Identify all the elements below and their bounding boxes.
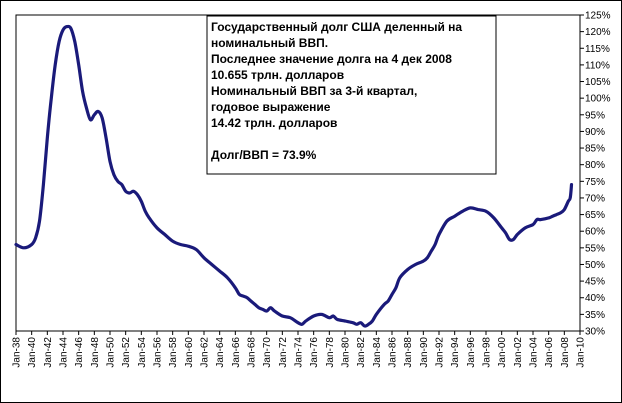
x-tick-label: Jan-40 <box>27 337 38 368</box>
x-tick-label: Jan-56 <box>153 337 164 368</box>
y-tick-label: 55% <box>585 243 605 254</box>
y-tick-label: 100% <box>585 94 611 105</box>
x-tick-label: Jan-74 <box>294 337 305 368</box>
x-tick-label: Jan-04 <box>529 337 540 368</box>
x-tick-label: Jan-84 <box>372 337 383 368</box>
y-tick-label: 120% <box>585 27 611 38</box>
y-tick-label: 95% <box>585 110 605 121</box>
annotation-line: годовое выражение <box>211 100 331 114</box>
x-tick-label: Jan-38 <box>12 337 23 368</box>
x-tick-label: Jan-54 <box>137 337 148 368</box>
y-tick-label: 30% <box>585 327 605 338</box>
x-tick-label: Jan-78 <box>325 337 336 368</box>
x-tick-label: Jan-60 <box>184 337 195 368</box>
y-tick-label: 40% <box>585 293 605 304</box>
y-tick-label: 60% <box>585 227 605 238</box>
x-tick-label: Jan-50 <box>106 337 117 368</box>
x-tick-label: Jan-52 <box>121 337 132 368</box>
x-tick-label: Jan-72 <box>278 337 289 368</box>
x-tick-label: Jan-46 <box>74 337 85 368</box>
x-tick-label: Jan-96 <box>466 337 477 368</box>
x-tick-label: Jan-64 <box>215 337 226 368</box>
x-tick-label: Jan-08 <box>560 337 571 368</box>
y-tick-label: 80% <box>585 160 605 171</box>
y-tick-label: 45% <box>585 277 605 288</box>
x-tick-label: Jan-82 <box>356 337 367 368</box>
y-tick-label: 125% <box>585 11 611 22</box>
y-tick-label: 35% <box>585 310 605 321</box>
annotation-box: Государственный долг США деленный на ном… <box>206 15 497 175</box>
x-tick-label: Jan-88 <box>403 337 414 368</box>
y-tick-label: 85% <box>585 144 605 155</box>
y-tick-label: 50% <box>585 260 605 271</box>
y-tick-label: 115% <box>585 44 610 55</box>
x-tick-label: Jan-66 <box>231 337 242 368</box>
annotation-line: Последнее значение долга на 4 дек 2008 <box>211 52 452 66</box>
x-tick-label: Jan-80 <box>341 337 352 368</box>
x-tick-label: Jan-92 <box>435 337 446 368</box>
x-tick-label: Jan-76 <box>309 337 320 368</box>
annotation-line: номинальный ВВП. <box>211 36 328 50</box>
y-tick-label: 90% <box>585 127 605 138</box>
x-tick-label: Jan-94 <box>450 337 461 368</box>
debt-to-gdp-line <box>14 24 574 328</box>
x-tick-label: Jan-86 <box>388 337 399 368</box>
plot-area: 30% 35% 40% 45% 50% 55% 60% 65% 70% 75% 80% 85% 90% 9… <box>12 11 611 368</box>
x-tick-label: Jan-98 <box>482 337 493 368</box>
y-tick-label: 70% <box>585 193 605 204</box>
x-tick-label: Jan-70 <box>262 337 273 368</box>
annotation-line: Номинальный ВВП за 3-й квартал, <box>211 84 417 98</box>
x-tick-label: Jan-58 <box>168 337 179 368</box>
annotation-border <box>206 15 497 175</box>
annotation-line: 14.42 трлн. долларов <box>211 116 337 130</box>
x-tick-label: Jan-42 <box>43 337 54 368</box>
y-tick-label: 75% <box>585 177 605 188</box>
x-tick-label: Jan-62 <box>200 337 211 368</box>
x-tick-label: Jan-44 <box>59 337 70 368</box>
y-tick-label: 65% <box>585 210 605 221</box>
annotation-line: 10.655 трлн. долларов <box>211 68 344 82</box>
annotation-line: Государственный долг США деленный на <box>211 20 462 34</box>
x-tick-label: Jan-48 <box>90 337 101 368</box>
x-tick-label: Jan-06 <box>544 337 555 368</box>
y-tick-label: 105% <box>585 77 611 88</box>
x-tick-label: Jan-90 <box>419 337 430 368</box>
annotation-line: Долг/ВВП = 73.9% <box>211 148 317 162</box>
x-tick-label: Jan-00 <box>497 337 508 368</box>
x-tick-label: Jan-68 <box>247 337 258 368</box>
x-tick-label: Jan-02 <box>513 337 524 368</box>
y-tick-label: 110% <box>585 60 610 71</box>
x-tick-label: Jan-10 <box>576 337 587 368</box>
